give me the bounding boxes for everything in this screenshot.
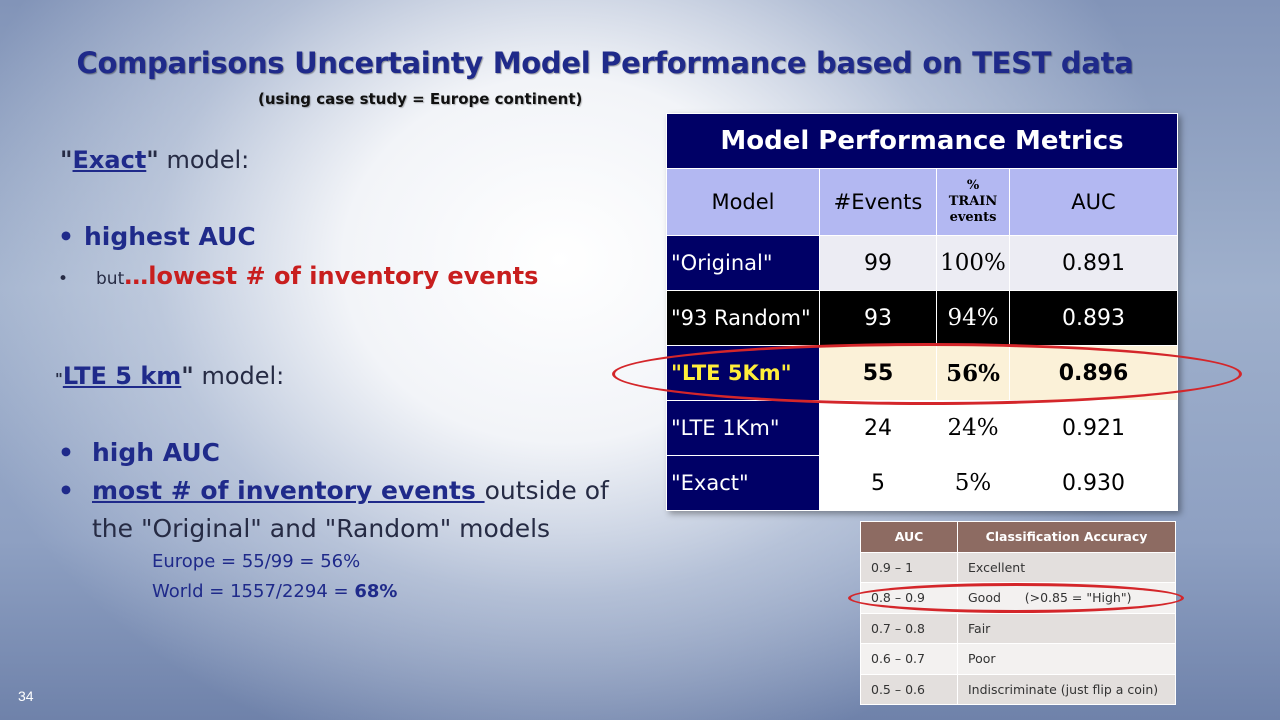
lte-model-name: LTE 5 km	[62, 362, 182, 390]
world-ratio: World = 1557/2294 = 68%	[152, 581, 397, 602]
quote-mark: "	[146, 146, 159, 174]
exact-bullet-2: • but…lowest # of inventory events	[58, 262, 538, 290]
bullet-text: highest AUC	[84, 222, 256, 251]
page-number: 34	[18, 688, 34, 704]
header-events: #Events	[819, 168, 937, 236]
cell-pct: 94%	[936, 290, 1010, 346]
header-auc: AUC	[1009, 168, 1178, 236]
header-pct-train: % TRAIN events	[936, 168, 1010, 236]
exact-model-name: Exact	[72, 146, 147, 174]
exact-bullet-1: • highest AUC	[58, 222, 256, 251]
heading-suffix: model:	[193, 362, 285, 390]
quote-mark: "	[60, 146, 73, 174]
table-row: 0.6 – 0.7 Poor	[860, 643, 1176, 675]
lte-model-heading: "LTE 5 km" model:	[55, 362, 284, 390]
bullet-rest-text: outside of	[484, 476, 609, 505]
bullet-prefix: but	[96, 269, 125, 289]
europe-ratio: Europe = 55/99 = 56%	[152, 551, 361, 572]
lte-bullet-2-line2: the "Original" and "Random" models	[92, 514, 551, 543]
table-row: "Exact" 5 5% 0.930	[666, 455, 1178, 511]
cell-auc: 0.921	[1009, 400, 1178, 456]
bullet-red-text: …lowest # of inventory events	[124, 262, 539, 290]
world-ratio-value: 68%	[354, 581, 398, 602]
quote-mark: "	[181, 362, 194, 390]
world-ratio-prefix: World = 1557/2294 =	[152, 581, 355, 602]
cell-auc-range: 0.9 – 1	[860, 551, 958, 583]
cell-pct: 5%	[936, 455, 1010, 511]
header-accuracy: Classification Accuracy	[957, 521, 1176, 553]
bullet-dot: •	[58, 269, 69, 289]
bullet-dot: •	[58, 476, 74, 505]
cell-model: "Exact"	[666, 455, 820, 511]
header-auc: AUC	[860, 521, 958, 553]
table-row: "93 Random" 93 94% 0.893	[666, 290, 1178, 346]
header-pct-line: TRAIN	[948, 194, 998, 209]
cell-accuracy: Poor	[957, 643, 1176, 675]
bullet-dot: •	[58, 438, 74, 467]
auc-classification-table: AUC Classification Accuracy 0.9 – 1 Exce…	[860, 521, 1176, 705]
bullet-text: high AUC	[92, 438, 220, 467]
cell-events: 24	[819, 400, 937, 456]
cell-auc-range: 0.6 – 0.7	[860, 643, 958, 675]
model-performance-table: Model Performance Metrics Model #Events …	[666, 113, 1178, 511]
cell-auc-range: 0.5 – 0.6	[860, 673, 958, 705]
header-pct-line: %	[966, 178, 980, 193]
cell-events: 5	[819, 455, 937, 511]
header-pct-line: events	[949, 210, 997, 225]
cell-accuracy: Excellent	[957, 551, 1176, 583]
cell-events: 99	[819, 235, 937, 291]
cell-model: "LTE 1Km"	[666, 400, 820, 456]
cell-events: 93	[819, 290, 937, 346]
header-model: Model	[666, 168, 820, 236]
cell-pct: 100%	[936, 235, 1010, 291]
slide-subtitle: (using case study = Europe continent)	[258, 90, 583, 108]
cell-accuracy: Indiscriminate (just flip a coin)	[957, 673, 1176, 705]
cell-auc-range: 0.7 – 0.8	[860, 612, 958, 644]
slide-title: Comparisons Uncertainty Model Performanc…	[76, 46, 1134, 80]
metrics-table-title: Model Performance Metrics	[666, 113, 1178, 169]
table-row: 0.7 – 0.8 Fair	[860, 612, 1176, 644]
cell-model: "93 Random"	[666, 290, 820, 346]
heading-suffix: model:	[158, 146, 250, 174]
lte-bullet-1: • high AUC	[58, 438, 220, 467]
table-row: "LTE 1Km" 24 24% 0.921	[666, 400, 1178, 456]
cell-model: "Original"	[666, 235, 820, 291]
bullet-dot: •	[58, 222, 74, 251]
quote-mark: "	[55, 370, 63, 388]
table-row: 0.5 – 0.6 Indiscriminate (just flip a co…	[860, 673, 1176, 705]
cell-auc: 0.930	[1009, 455, 1178, 511]
cell-auc: 0.891	[1009, 235, 1178, 291]
cell-accuracy: Fair	[957, 612, 1176, 644]
cell-pct: 24%	[936, 400, 1010, 456]
highlight-ellipse-lte5km	[612, 343, 1242, 405]
table-row: 0.9 – 1 Excellent	[860, 551, 1176, 583]
exact-model-heading: "Exact" model:	[60, 146, 249, 174]
highlight-ellipse-good	[848, 583, 1184, 613]
bullet-bold-text: most # of inventory events	[92, 476, 485, 505]
lte-bullet-2: • most # of inventory events outside of	[58, 476, 609, 505]
cell-auc: 0.893	[1009, 290, 1178, 346]
table-row: "Original" 99 100% 0.891	[666, 235, 1178, 291]
